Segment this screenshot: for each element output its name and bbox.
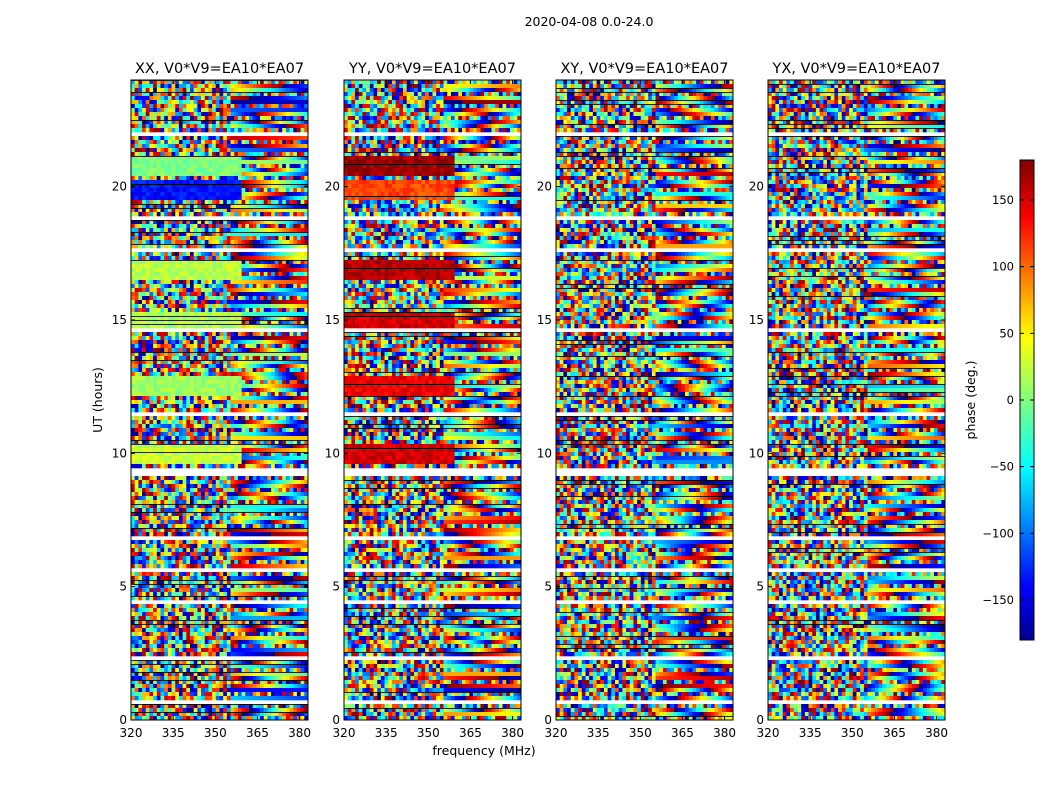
panel-title: XX, V0*V9=EA10*EA07 — [135, 61, 304, 77]
x-tick-label: 365 — [883, 726, 906, 740]
phase-heatmap — [131, 80, 309, 721]
x-tick-label: 380 — [925, 726, 948, 740]
y-tick-label: 15 — [537, 313, 552, 327]
y-tick-label: 5 — [119, 580, 127, 594]
x-axis-label: frequency (MHz) — [432, 743, 535, 758]
panel-xx: XX, V0*V9=EA10*EA07 320 335 350 365 380 0 5 10 15… — [112, 61, 311, 740]
y-tick-label: 15 — [749, 313, 764, 327]
x-tick-label: 335 — [162, 726, 185, 740]
x-tick-label: 320 — [545, 726, 568, 740]
panel-xy: XY, V0*V9=EA10*EA07 320 335 350 365 380 0 5 10 15… — [537, 61, 736, 740]
y-tick-label: 20 — [537, 180, 552, 194]
y-tick-label: 0 — [756, 713, 764, 727]
x-tick-label: 365 — [459, 726, 482, 740]
x-tick-label: 380 — [288, 726, 311, 740]
plot-frame — [343, 79, 522, 721]
y-tick-label: 20 — [325, 180, 340, 194]
y-tick-label: 0 — [544, 713, 552, 727]
panel-title: YY, V0*V9=EA10*EA07 — [348, 61, 516, 77]
x-tick-label: 320 — [757, 726, 780, 740]
y-tick-label: 5 — [544, 580, 552, 594]
x-tick-label: 365 — [671, 726, 694, 740]
x-tick-label: 350 — [841, 726, 864, 740]
y-tick-label: 20 — [749, 180, 764, 194]
colorbar-tick-label: −50 — [990, 460, 1014, 474]
x-tick-label: 350 — [417, 726, 440, 740]
colorbar: −150 −100 −50 0 50 100 150 phase (deg.) — [963, 159, 1035, 641]
colorbar-tick-label: −100 — [982, 526, 1014, 540]
x-tick-label: 335 — [587, 726, 610, 740]
y-tick-label: 5 — [332, 580, 340, 594]
panels: XX, V0*V9=EA10*EA07 320 335 350 365 380 0 5 10 15… — [112, 61, 948, 740]
panel-title: YX, V0*V9=EA10*EA07 — [771, 61, 940, 77]
phase-heatmap — [556, 80, 734, 721]
x-tick-label: 335 — [375, 726, 398, 740]
colorbar-ticks: −150 −100 −50 0 50 100 150 — [982, 193, 1034, 607]
y-tick-label: 10 — [749, 446, 764, 460]
colorbar-tick-label: 100 — [992, 260, 1014, 274]
plot-frame — [130, 79, 309, 721]
x-tick-label: 380 — [501, 726, 524, 740]
x-tick-label: 320 — [333, 726, 356, 740]
y-tick-label: 20 — [112, 180, 127, 194]
plot-frame — [767, 79, 946, 721]
colorbar-tick-label: 0 — [1007, 393, 1014, 407]
x-tick-label: 350 — [204, 726, 227, 740]
colorbar-tick-label: 150 — [992, 193, 1014, 207]
panel-yy: YY, V0*V9=EA10*EA07 320 335 350 365 380 0 5 10 15… — [325, 61, 524, 740]
x-tick-label: 365 — [246, 726, 269, 740]
phase-heatmap — [344, 80, 522, 721]
x-tick-label: 380 — [713, 726, 736, 740]
y-tick-label: 10 — [537, 446, 552, 460]
y-tick-label: 0 — [332, 713, 340, 727]
colorbar-label: phase (deg.) — [963, 361, 978, 440]
panel-title: XY, V0*V9=EA10*EA07 — [560, 61, 728, 77]
figure-suptitle: 2020-04-08 0.0-24.0 — [525, 14, 654, 29]
y-tick-label: 10 — [325, 446, 340, 460]
plot-frame — [555, 79, 734, 721]
y-axis-label: UT (hours) — [90, 367, 105, 433]
colorbar-tick-label: −150 — [982, 593, 1014, 607]
x-tick-label: 350 — [629, 726, 652, 740]
y-tick-label: 0 — [119, 713, 127, 727]
phase-heatmap — [768, 80, 946, 721]
panel-yx: YX, V0*V9=EA10*EA07 320 335 350 365 380 0 5 10 15… — [749, 61, 948, 740]
y-tick-label: 15 — [325, 313, 340, 327]
colorbar-tick-label: 50 — [999, 326, 1014, 340]
y-tick-label: 5 — [756, 580, 764, 594]
x-tick-label: 335 — [799, 726, 822, 740]
y-tick-label: 15 — [112, 313, 127, 327]
x-tick-label: 320 — [120, 726, 143, 740]
y-tick-label: 10 — [112, 446, 127, 460]
